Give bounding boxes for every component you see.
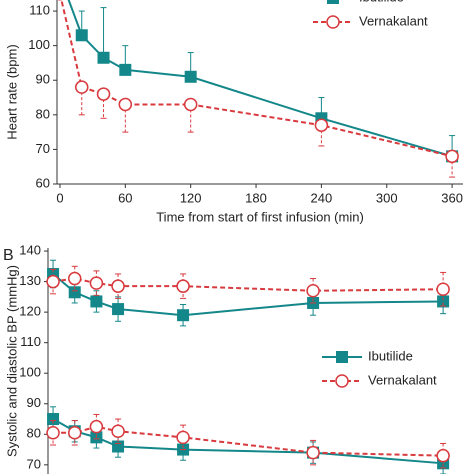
point (46, 274, 60, 289)
y-tick-label: 100 (19, 365, 41, 380)
point (118, 97, 133, 112)
x-tick-label: 180 (245, 190, 267, 205)
y-tick-label: 110 (29, 3, 50, 18)
y-tick-label: 100 (28, 37, 50, 52)
point (96, 87, 111, 101)
y-tick-label: 60 (36, 175, 50, 190)
error-bar (122, 104, 129, 133)
point (306, 445, 320, 460)
series-line (52, 418, 444, 465)
point (306, 284, 320, 298)
point (67, 426, 82, 440)
point (89, 276, 104, 290)
y-axis-label: Heart rate (bpm) (4, 44, 19, 139)
legend-marker (335, 374, 349, 388)
point (112, 303, 125, 316)
point (436, 282, 450, 296)
point (90, 295, 103, 308)
point (47, 413, 60, 426)
x-tick-label: 240 (311, 190, 333, 205)
y-tick-label: 140 (19, 242, 41, 257)
point (184, 70, 197, 83)
point (176, 279, 190, 293)
x-tick-label: 300 (376, 190, 398, 205)
point (119, 63, 132, 76)
series-line (52, 273, 444, 317)
point (97, 51, 110, 64)
error-bar (100, 7, 107, 58)
x-tick-label: 0 (56, 190, 63, 205)
point (314, 118, 329, 132)
point (89, 419, 104, 434)
y-tick-label: 70 (27, 456, 41, 471)
y-tick-label: 80 (27, 426, 41, 441)
error-bar (78, 87, 85, 116)
point (111, 424, 125, 438)
x-tick-label: 120 (180, 190, 202, 205)
point (112, 440, 125, 453)
y-tick-label: 90 (27, 395, 41, 410)
point (183, 97, 198, 112)
panel-label: B (3, 247, 14, 264)
x-tick-label: 60 (118, 190, 132, 205)
point (75, 80, 89, 94)
point (176, 430, 190, 445)
y-tick-label: 70 (36, 141, 50, 156)
error-bar (318, 125, 325, 147)
legend-marker (326, 15, 340, 29)
point (445, 149, 459, 164)
y-tick-label: 80 (36, 106, 50, 121)
legend-marker (336, 351, 348, 363)
point (46, 426, 60, 440)
y-tick-label: 130 (19, 273, 41, 288)
point (67, 271, 82, 286)
point (177, 309, 190, 322)
y-tick-label: 110 (20, 334, 41, 349)
legend-marker (327, 0, 339, 4)
y-tick-label: 90 (36, 72, 50, 87)
point (75, 29, 88, 42)
point (436, 448, 450, 463)
legend-label: Vernakalant (359, 13, 428, 28)
y-axis-label: Systolic and diastolic BP (mmHg) (4, 265, 19, 457)
legend-label: Ibutilide (368, 348, 413, 363)
x-axis-label: Time from start of first infusion (min) (156, 209, 364, 224)
legend-label: Vernakalant (368, 372, 437, 387)
legend-label: Ibutilide (359, 0, 404, 4)
error-bar (187, 104, 194, 133)
y-tick-label: 120 (19, 304, 41, 319)
point (111, 279, 125, 293)
error-bar (449, 156, 456, 178)
point (437, 295, 450, 308)
x-tick-label: 360 (441, 190, 463, 205)
error-bar (100, 94, 107, 119)
point (68, 286, 81, 299)
